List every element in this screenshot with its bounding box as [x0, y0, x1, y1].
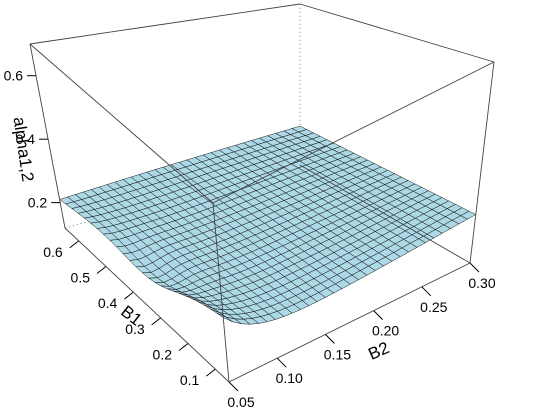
- x-tick-1: [276, 357, 287, 368]
- x-axis-label: B2: [365, 338, 392, 364]
- surface-cell-0-0: [216, 312, 233, 322]
- box-edge-6: [29, 43, 66, 229]
- z-tick-label-2: 0.6: [4, 68, 24, 84]
- surface-mesh: [59, 125, 477, 325]
- x-tick-label-2: 0.15: [324, 346, 351, 362]
- x-tick-label-3: 0.20: [372, 323, 399, 339]
- y-tick-label-1: 0.2: [153, 347, 173, 363]
- box-edge-9: [29, 43, 214, 204]
- y-tick-2: [151, 317, 161, 326]
- x-tick-label-1: 0.10: [276, 370, 303, 386]
- y-tick-0: [206, 368, 216, 377]
- box-edge-11: [29, 3, 301, 45]
- y-tick-label-0: 0.1: [180, 372, 200, 388]
- box-edge-0: [228, 262, 471, 383]
- x-tick-label-5: 0.30: [468, 275, 495, 291]
- axis-ticks: 0.05 0.10 0.15 0.20 0.25 0.30 0.1 0.2 0.3 0.4 0.5 0…: [4, 68, 496, 410]
- x-tick-0: [228, 381, 239, 392]
- front-box-lines: [29, 3, 495, 383]
- box-edge-1: [64, 227, 230, 383]
- x-tick-4: [421, 286, 432, 297]
- box-edge-4: [469, 61, 495, 264]
- y-tick-3: [124, 291, 134, 300]
- x-tick-label-0: 0.05: [227, 394, 254, 410]
- y-tick-label-4: 0.5: [71, 270, 91, 286]
- z-tick-label-0: 0.2: [28, 195, 48, 211]
- box-edge-3: [299, 164, 471, 264]
- x-tick-5: [469, 262, 480, 273]
- y-tick-label-2: 0.3: [125, 321, 145, 337]
- box-edge-2: [212, 202, 230, 383]
- z-tick-label-1: 0.4: [16, 131, 36, 147]
- box-edge-8: [212, 61, 495, 204]
- y-tick-1: [178, 343, 189, 351]
- y-tick-4: [96, 266, 107, 274]
- y-tick-5: [69, 240, 79, 249]
- x-tick-2: [325, 334, 335, 344]
- box-edge-10: [299, 3, 495, 63]
- x-tick-3: [373, 310, 383, 320]
- x-tick-label-4: 0.25: [420, 299, 447, 315]
- y-tick-label-5: 0.6: [43, 244, 63, 260]
- y-tick-label-3: 0.4: [98, 295, 118, 311]
- z-axis-label: alpha1,2: [9, 116, 37, 183]
